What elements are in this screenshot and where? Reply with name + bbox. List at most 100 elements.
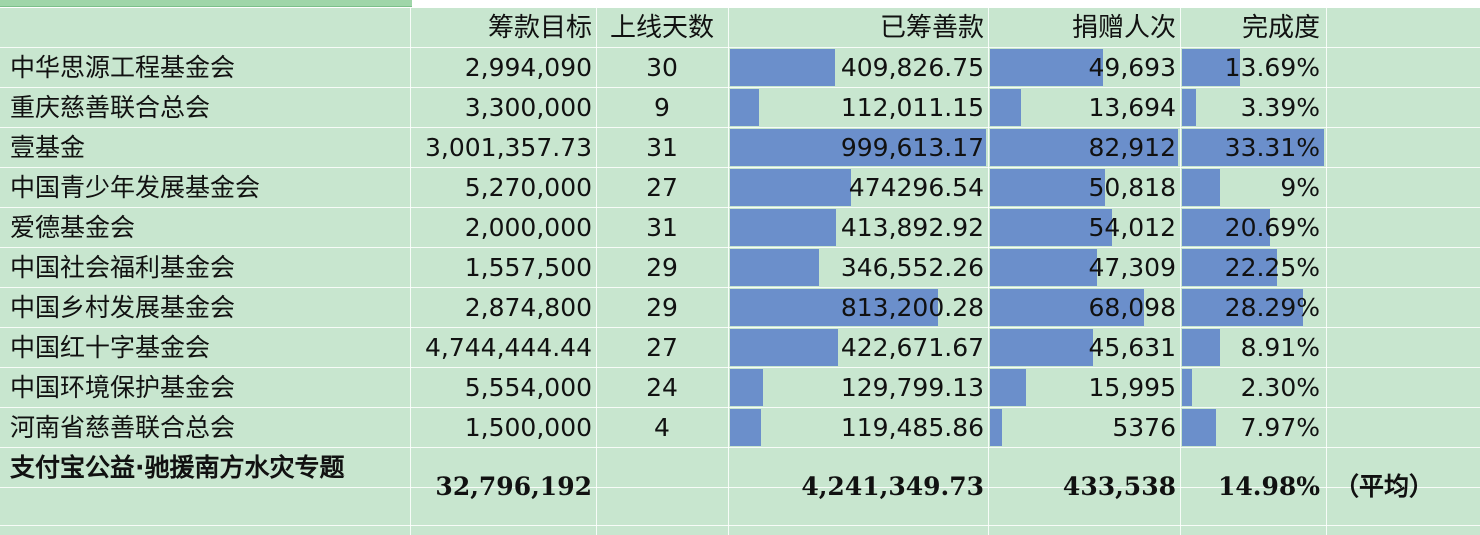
completion-cell[interactable]: 33.31% xyxy=(1224,133,1320,162)
raised-databar xyxy=(730,369,763,406)
target-cell[interactable]: 2,000,000 xyxy=(464,213,592,242)
raised-cell[interactable]: 119,485.86 xyxy=(840,413,984,442)
row-gridline xyxy=(0,407,1480,408)
days-cell[interactable]: 30 xyxy=(646,53,678,82)
days-cell[interactable]: 29 xyxy=(646,253,678,282)
org-name-cell[interactable]: 中国社会福利基金会 xyxy=(10,253,236,282)
org-name-cell[interactable]: 中国乡村发展基金会 xyxy=(10,293,236,322)
row-gridline xyxy=(0,247,1480,248)
total-raised[interactable]: 4,241,349.73 xyxy=(801,472,984,501)
donors-databar xyxy=(990,249,1097,286)
donors-databar xyxy=(990,329,1093,366)
completion-databar xyxy=(1182,49,1240,86)
raised-databar xyxy=(730,289,938,326)
days-cell[interactable]: 27 xyxy=(646,333,678,362)
column-gridline xyxy=(1326,8,1327,535)
total-completion[interactable]: 14.98% xyxy=(1217,472,1320,501)
completion-cell[interactable]: 22.25% xyxy=(1224,253,1320,282)
days-cell[interactable]: 29 xyxy=(646,293,678,322)
row-gridline xyxy=(0,207,1480,208)
completion-cell[interactable]: 8.91% xyxy=(1240,333,1320,362)
donors-cell[interactable]: 13,694 xyxy=(1088,93,1176,122)
org-name-cell[interactable]: 中国青少年发展基金会 xyxy=(10,173,261,202)
header-target[interactable]: 筹款目标 xyxy=(487,13,592,43)
raised-cell[interactable]: 474296.54 xyxy=(848,173,984,202)
target-cell[interactable]: 5,270,000 xyxy=(464,173,592,202)
donors-databar xyxy=(990,409,1002,446)
row-gridline xyxy=(0,525,1480,526)
column-gridline xyxy=(596,8,597,535)
completion-databar xyxy=(1182,289,1303,326)
raised-cell[interactable]: 409,826.75 xyxy=(840,53,984,82)
target-cell[interactable]: 4,744,444.44 xyxy=(425,333,592,362)
row-gridline xyxy=(0,367,1480,368)
completion-cell[interactable]: 9% xyxy=(1280,173,1320,202)
column-gridline xyxy=(1180,8,1181,535)
target-cell[interactable]: 3,001,357.73 xyxy=(425,133,592,162)
completion-cell[interactable]: 20.69% xyxy=(1224,213,1320,242)
row-gridline xyxy=(0,287,1480,288)
completion-cell[interactable]: 2.30% xyxy=(1240,373,1320,402)
donors-cell[interactable]: 15,995 xyxy=(1088,373,1176,402)
org-name-cell[interactable]: 中国红十字基金会 xyxy=(10,333,211,362)
donors-cell[interactable]: 82,912 xyxy=(1088,133,1176,162)
raised-databar xyxy=(730,409,761,446)
org-name-cell[interactable]: 中国环境保护基金会 xyxy=(10,373,236,402)
days-cell[interactable]: 31 xyxy=(646,213,678,242)
donors-cell[interactable]: 45,631 xyxy=(1088,333,1176,362)
donors-cell[interactable]: 68,098 xyxy=(1088,293,1176,322)
row-gridline xyxy=(0,327,1480,328)
header-raised[interactable]: 已筹善款 xyxy=(879,13,984,43)
raised-cell[interactable]: 112,011.15 xyxy=(840,93,984,122)
total-target[interactable]: 32,796,192 xyxy=(435,472,592,501)
total-name[interactable]: 支付宝公益·驰援南方水灾专题 xyxy=(10,453,345,482)
raised-cell[interactable]: 413,892.92 xyxy=(840,213,984,242)
column-gridline xyxy=(988,8,989,535)
header-days[interactable]: 上线天数 xyxy=(609,13,714,43)
header-donors[interactable]: 捐赠人次 xyxy=(1071,13,1176,43)
column-gridline xyxy=(410,8,411,535)
completion-cell[interactable]: 7.97% xyxy=(1240,413,1320,442)
total-donors[interactable]: 433,538 xyxy=(1062,472,1176,501)
row-gridline xyxy=(0,447,1480,448)
completion-cell[interactable]: 13.69% xyxy=(1224,53,1320,82)
donors-cell[interactable]: 49,693 xyxy=(1088,53,1176,82)
raised-cell[interactable]: 422,671.67 xyxy=(840,333,984,362)
days-cell[interactable]: 24 xyxy=(646,373,678,402)
days-cell[interactable]: 4 xyxy=(654,413,670,442)
days-cell[interactable]: 27 xyxy=(646,173,678,202)
target-cell[interactable]: 3,300,000 xyxy=(464,93,592,122)
org-name-cell[interactable]: 爱德基金会 xyxy=(10,213,136,242)
days-cell[interactable]: 31 xyxy=(646,133,678,162)
target-cell[interactable]: 2,994,090 xyxy=(464,53,592,82)
donors-cell[interactable]: 5376 xyxy=(1112,413,1176,442)
donors-cell[interactable]: 54,012 xyxy=(1088,213,1176,242)
target-cell[interactable]: 1,557,500 xyxy=(464,253,592,282)
donors-cell[interactable]: 50,818 xyxy=(1088,173,1176,202)
donors-databar xyxy=(990,369,1026,406)
raised-cell[interactable]: 813,200.28 xyxy=(840,293,984,322)
donors-databar xyxy=(990,89,1021,126)
donors-cell[interactable]: 47,309 xyxy=(1088,253,1176,282)
raised-cell[interactable]: 129,799.13 xyxy=(840,373,984,402)
raised-databar xyxy=(730,89,759,126)
raised-databar xyxy=(730,209,836,246)
row-gridline xyxy=(0,87,1480,88)
header-completion[interactable]: 完成度 xyxy=(1241,13,1320,43)
org-name-cell[interactable]: 河南省慈善联合总会 xyxy=(10,413,236,442)
raised-cell[interactable]: 346,552.26 xyxy=(840,253,984,282)
target-cell[interactable]: 2,874,800 xyxy=(464,293,592,322)
target-cell[interactable]: 1,500,000 xyxy=(464,413,592,442)
org-name-cell[interactable]: 重庆慈善联合总会 xyxy=(10,93,211,122)
target-cell[interactable]: 5,554,000 xyxy=(464,373,592,402)
org-name-cell[interactable]: 壹基金 xyxy=(10,133,86,162)
raised-cell[interactable]: 999,613.17 xyxy=(840,133,984,162)
org-name-cell[interactable]: 中华思源工程基金会 xyxy=(10,53,236,82)
total-average-note[interactable]: （平均） xyxy=(1334,472,1435,501)
days-cell[interactable]: 9 xyxy=(654,93,670,122)
completion-cell[interactable]: 3.39% xyxy=(1240,93,1320,122)
row-gridline xyxy=(0,127,1480,128)
completion-databar xyxy=(1182,169,1220,206)
completion-cell[interactable]: 28.29% xyxy=(1224,293,1320,322)
